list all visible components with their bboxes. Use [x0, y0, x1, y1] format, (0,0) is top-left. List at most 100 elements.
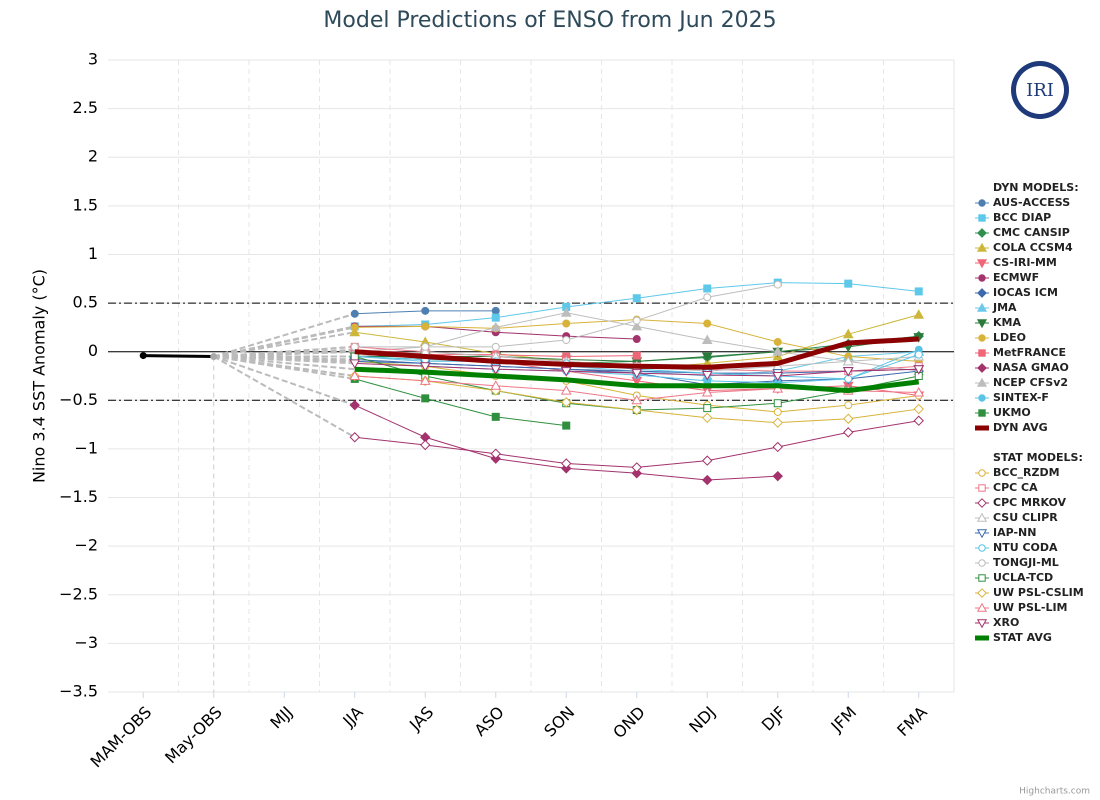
- model-point: [632, 351, 641, 360]
- connector: [213, 355, 355, 377]
- y-tick-label: −1.5: [59, 487, 98, 506]
- model-point: [772, 372, 784, 382]
- legend-label: NASA GMAO: [993, 361, 1069, 374]
- model-point: [702, 474, 713, 486]
- legend-symbol: [976, 377, 988, 387]
- model-point: [703, 293, 712, 302]
- x-tick-label: SON: [540, 703, 578, 741]
- legend-label: CPC MRKOV: [993, 496, 1067, 509]
- legend-header: STAT MODELS:: [993, 451, 1083, 464]
- model-point: [561, 397, 572, 408]
- legend-label: CSU CLIPR: [993, 511, 1058, 524]
- model-point: [842, 328, 854, 339]
- legend-symbol: [978, 394, 986, 402]
- legend-label: BCC DIAP: [993, 211, 1051, 224]
- legend-label: UW PSL-LIM: [993, 601, 1068, 614]
- legend-label: UKMO: [993, 406, 1031, 419]
- y-tick-label: 0.5: [73, 293, 98, 312]
- legend-symbol: [977, 288, 987, 298]
- model-point: [772, 470, 783, 482]
- model-point: [491, 412, 500, 421]
- legend-symbol: [978, 214, 986, 222]
- model-point: [631, 462, 642, 473]
- model-point: [631, 369, 643, 379]
- model-point: [772, 417, 783, 428]
- x-tick-label: JFM: [827, 703, 861, 737]
- legend-symbol: [976, 529, 988, 539]
- x-tick-label: ASO: [470, 703, 507, 740]
- model-point: [913, 365, 925, 375]
- model-point: [490, 448, 501, 459]
- legend-label: UW PSL-CSLIM: [993, 586, 1084, 599]
- model-point: [491, 342, 500, 351]
- x-tick-label: NDJ: [685, 703, 719, 737]
- legend-label: CPC CA: [993, 481, 1038, 494]
- connector: [213, 355, 356, 407]
- model-point: [773, 337, 782, 346]
- model-point: [914, 350, 923, 359]
- model-point: [491, 306, 500, 315]
- model-point: [842, 355, 854, 366]
- model-point: [913, 309, 925, 319]
- model-point: [701, 387, 713, 397]
- model-point: [560, 367, 572, 377]
- model-point: [632, 316, 641, 325]
- model-point: [703, 319, 712, 328]
- legend-header: DYN MODELS:: [993, 181, 1079, 194]
- model-point: [490, 380, 502, 390]
- model-point: [703, 404, 712, 413]
- legend-symbol: [976, 302, 988, 312]
- model-point: [701, 371, 713, 381]
- model-point: [421, 342, 430, 351]
- model-point: [842, 367, 854, 377]
- connector: [213, 355, 356, 439]
- legend-label: LDEO: [993, 331, 1026, 344]
- model-point: [421, 322, 430, 331]
- model-point: [703, 284, 712, 293]
- x-tick-label: MAM-OBS: [87, 703, 156, 772]
- x-tick-label: DJF: [758, 703, 790, 735]
- model-point: [560, 307, 572, 317]
- model-point: [349, 432, 360, 443]
- model-point: [632, 294, 641, 303]
- observed-line: [143, 354, 214, 359]
- legend-label: TONGJI-ML: [993, 556, 1059, 569]
- legend-label: NCEP CFSv2: [993, 376, 1068, 389]
- legend-label: KMA: [993, 316, 1021, 329]
- y-tick-label: −2: [74, 536, 98, 555]
- model-point: [421, 306, 430, 315]
- logo-text: IRI: [1026, 80, 1054, 101]
- model-point: [420, 439, 431, 451]
- observed-point: [210, 353, 218, 361]
- model-point: [701, 352, 713, 363]
- legend-label: DYN AVG: [993, 421, 1048, 434]
- legend-symbol: [977, 588, 987, 598]
- model-point: [562, 336, 571, 345]
- model-point: [843, 427, 854, 438]
- model-point: [702, 455, 713, 466]
- model-point: [349, 370, 361, 380]
- model-point: [631, 404, 642, 416]
- legend-label: BCC_RZDM: [993, 466, 1060, 479]
- model-point: [419, 362, 431, 372]
- model-point: [913, 387, 925, 397]
- model-point: [350, 309, 359, 318]
- legend-symbol: [978, 334, 986, 342]
- chart-title: Model Predictions of ENSO from Jun 2025: [323, 8, 776, 33]
- legend-symbol: [978, 484, 986, 492]
- legend-symbol: [976, 602, 988, 612]
- model-point: [631, 468, 642, 479]
- legend-symbol: [978, 544, 986, 552]
- legend-label: IOCAS ICM: [993, 286, 1058, 299]
- model-point: [349, 399, 360, 411]
- legend-symbol: [978, 574, 986, 582]
- model-line: [354, 420, 919, 468]
- legend-symbol: [977, 498, 987, 508]
- legend-symbol: [976, 619, 988, 629]
- y-tick-label: −3.5: [59, 682, 98, 701]
- model-point: [631, 320, 643, 331]
- legend-label: UCLA-TCD: [993, 571, 1053, 584]
- legend-label: SINTEX-F: [993, 391, 1049, 404]
- legend-label: MetFRANCE: [993, 346, 1066, 359]
- x-tick-label: OND: [609, 703, 649, 743]
